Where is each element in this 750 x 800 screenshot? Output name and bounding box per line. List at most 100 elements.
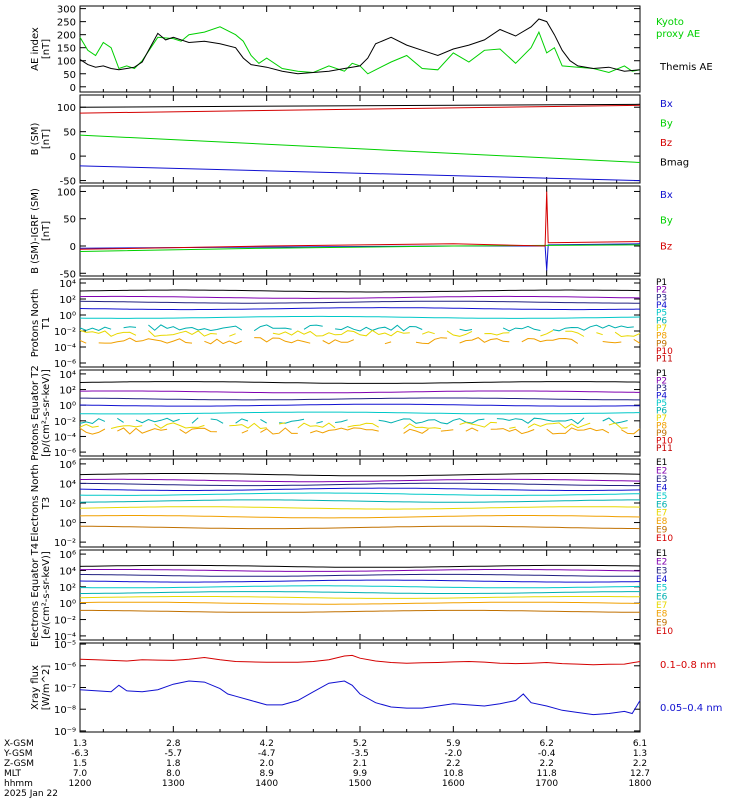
legend-p8: P8 (656, 421, 667, 431)
panel-frame (79, 458, 641, 548)
channel-trace-P8 (310, 427, 379, 434)
channel-trace-E6 (80, 591, 640, 594)
channel-trace-E3 (80, 482, 640, 487)
channel-trace-P8 (79, 339, 87, 344)
ephemeris-value: 1.3 (633, 749, 647, 759)
channel-trace-P7 (229, 422, 267, 430)
ephemeris-row-label: Y-GSM (3, 749, 32, 759)
channel-trace-P6 (79, 418, 106, 425)
legend-xray-long: 0.1–0.8 nm (660, 660, 716, 671)
channel-trace-P7 (422, 331, 435, 335)
legend-xray-short: 0.05–0.4 nm (660, 703, 722, 714)
legend-p10: P10 (656, 436, 673, 446)
legend-p2: P2 (656, 376, 667, 386)
legend-p9: P9 (656, 339, 667, 349)
channel-trace-P7 (79, 423, 99, 428)
panel-p_north (79, 278, 641, 368)
y-tick-label: -50 (60, 269, 76, 280)
ephemeris-value: 2.2 (540, 759, 554, 769)
legend-by: By (660, 216, 673, 227)
y-tick-label: 10² (59, 499, 76, 510)
ephemeris-value: -2.0 (445, 749, 463, 759)
ephemeris-value: 9.9 (353, 769, 368, 779)
ephemeris-value: 1200 (69, 779, 92, 789)
legend-p4: P4 (656, 391, 667, 401)
y-tick-label: 10⁻⁷ (54, 684, 76, 695)
channel-trace-P8 (204, 338, 242, 345)
legend-bmag: Bmag (660, 158, 689, 169)
channel-trace-P8 (440, 429, 454, 432)
channel-trace-P7 (596, 332, 603, 336)
legend-p8: P8 (656, 332, 667, 342)
y-axis-label: B (SM) (30, 122, 41, 155)
y-tick-label: 0 (70, 152, 76, 163)
y-tick-label: 200 (57, 31, 76, 42)
ephemeris-value: 2.2 (446, 759, 460, 769)
channel-trace-P8 (117, 427, 168, 435)
ephemeris-row-label: MLT (4, 769, 22, 779)
channel-trace-P8 (490, 428, 535, 435)
panel-digrf (79, 185, 641, 277)
channel-trace-P6 (496, 417, 585, 425)
channel-trace-P7 (459, 421, 497, 428)
channel-trace-P8 (403, 428, 429, 434)
y-tick-label: 10⁰ (59, 599, 76, 610)
series-0-1-0-8-nm (79, 654, 641, 666)
channel-trace-E5 (80, 585, 641, 589)
y-tick-label: 100 (57, 187, 76, 198)
panel-frame (79, 5, 641, 93)
panel-frame (79, 549, 641, 641)
channel-trace-P7 (148, 330, 217, 337)
y-tick-label: 10⁴ (59, 279, 76, 290)
legend-e1: E1 (656, 458, 667, 468)
series-bz (79, 191, 641, 250)
channel-trace-P7 (403, 423, 441, 430)
channel-trace-P8 (633, 338, 641, 344)
ephemeris-value: 8.0 (166, 769, 181, 779)
series-bmag (79, 103, 641, 108)
y-axis-unit: [nT] (41, 221, 52, 241)
ephemeris-value: 2.0 (260, 759, 275, 769)
legend-e6: E6 (656, 592, 668, 602)
channel-trace-E9 (80, 525, 641, 530)
series-themis-ae (79, 18, 641, 75)
channel-trace-E7 (79, 506, 641, 510)
y-tick-label: 10⁻⁶ (54, 359, 76, 370)
ephemeris-row-label: X-GSM (4, 739, 34, 749)
legend-p7: P7 (656, 324, 667, 334)
y-axis-label: AE index (30, 27, 41, 71)
y-tick-label: 10⁶ (59, 550, 76, 561)
channel-trace-E5 (79, 492, 641, 496)
channel-trace-P7 (229, 333, 236, 337)
y-tick-label: 10⁻⁵ (54, 640, 76, 651)
channel-trace-P8 (322, 339, 354, 345)
legend-p9: P9 (656, 429, 667, 439)
channel-trace-P2 (80, 390, 641, 394)
y-axis-label: Xray flux (30, 665, 41, 710)
y-tick-label: 50 (63, 70, 76, 81)
legend-themis-ae: Themis AE (659, 62, 713, 73)
channel-trace-P3 (80, 397, 640, 401)
y-tick-label: 10⁻⁴ (54, 632, 76, 643)
y-axis-label: Protons North (30, 289, 41, 358)
y-axis-label: Protons Equator T2 (30, 365, 41, 461)
ephemeris-value: -6.3 (71, 749, 89, 759)
legend-bx: Bx (660, 99, 673, 110)
channel-trace-P8 (546, 427, 610, 435)
legend-p4: P4 (656, 301, 667, 311)
channel-trace-P7 (347, 422, 379, 428)
ephemeris-row-label: Z-GSM (4, 759, 34, 769)
legend-e6: E6 (656, 500, 668, 510)
legend-e1: E1 (656, 549, 667, 559)
y-tick-label: 10⁻² (54, 538, 76, 549)
legend-p6: P6 (656, 406, 667, 416)
ephemeris-value: 5.2 (353, 739, 367, 749)
ephemeris-value: 1800 (629, 779, 652, 789)
channel-trace-E2 (80, 478, 641, 483)
channel-trace-P7 (540, 330, 554, 337)
channel-trace-P6 (335, 324, 423, 332)
channel-trace-P7 (297, 422, 336, 429)
ephemeris-value: 7.0 (73, 769, 88, 779)
channel-trace-P6 (303, 324, 323, 330)
